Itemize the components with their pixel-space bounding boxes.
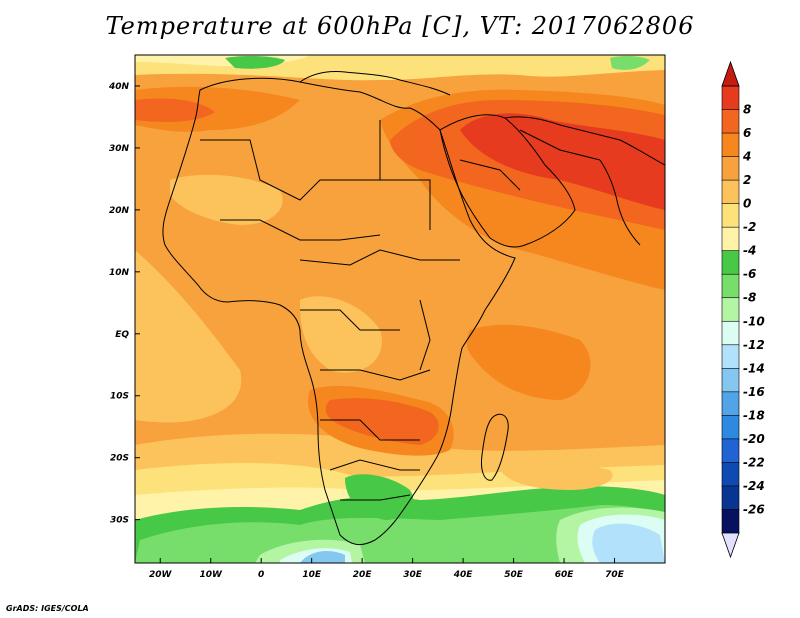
colorbar-label: -2: [743, 220, 756, 234]
colorbar-swatch: [721, 438, 740, 464]
latitude-tick-label: 10S: [110, 392, 129, 402]
field-neg14-neg12: [592, 523, 665, 563]
colorbar-swatch: [721, 509, 740, 534]
colorbar-label: 4: [742, 150, 751, 164]
field-neg6-neg4: [345, 474, 414, 520]
colorbar-label: -26: [743, 502, 765, 516]
field-4-6: [325, 398, 439, 445]
colorbar-swatch: [721, 415, 740, 440]
longitude-tick-label: 40E: [453, 570, 474, 580]
field-north-green: [610, 55, 650, 70]
colorbar-swatch: [721, 462, 740, 487]
colorbar-swatch: [721, 132, 740, 158]
field-0-2: [500, 463, 613, 490]
colorbar-label: -10: [743, 314, 765, 328]
colorbar-swatch: [721, 320, 740, 346]
colorbar-label: -24: [743, 479, 765, 493]
country-border: [519, 129, 601, 161]
persian-gulf-coastline: [504, 116, 665, 166]
colorbar-swatch: [721, 297, 740, 323]
latitude-tick-label: 10N: [109, 268, 130, 278]
colorbar-label: -6: [743, 267, 756, 281]
country-border: [380, 179, 431, 230]
colorbar-label: 6: [743, 126, 751, 140]
colorbar-swatch: [721, 273, 740, 299]
india-coastline: [599, 159, 641, 246]
field-0-2: [170, 174, 283, 225]
colorbar-label: -20: [743, 432, 765, 446]
colorbar-swatch: [721, 250, 740, 276]
colorbar-label: 2: [743, 173, 751, 187]
colorbar-upper-arrow: [721, 60, 740, 87]
colorbar-label: 0: [743, 197, 751, 211]
colorbar-label: -8: [743, 291, 756, 305]
colorbar-swatch: [721, 344, 740, 370]
longitude-tick-label: 50E: [504, 570, 524, 580]
country-border: [299, 249, 460, 266]
colorbar-lower-arrow: [721, 532, 740, 559]
longitude-tick-label: 10W: [199, 570, 223, 580]
field-2-4: [466, 324, 591, 400]
colorbar-swatch: [721, 156, 740, 181]
colorbar-swatch: [721, 179, 740, 205]
field-north-green: [225, 55, 285, 69]
country-border: [340, 494, 411, 501]
field-4-6: [135, 98, 215, 122]
colorbar-label: -4: [743, 244, 756, 258]
field-0-2: [300, 296, 382, 373]
grads-credit: GrADS: IGES/COLA: [6, 604, 89, 613]
latitude-tick-label: EQ: [115, 330, 129, 340]
colorbar-label: -18: [743, 408, 765, 422]
africa-coastline: [162, 77, 516, 546]
longitude-tick-label: 70E: [605, 570, 625, 580]
map-title: Temperature at 600hPa [C], VT: 201706280…: [105, 12, 695, 40]
latitude-tick-label: 30S: [110, 516, 129, 526]
field-6-8: [460, 113, 665, 210]
latitude-tick-label: 30N: [109, 144, 130, 154]
longitude-tick-label: 60E: [555, 570, 575, 580]
colorbar-swatch: [721, 485, 740, 511]
colorbar-label: -12: [743, 338, 765, 352]
field-0-2: [135, 250, 242, 423]
longitude-tick-label: 20W: [149, 570, 173, 580]
madagascar-coastline: [481, 413, 509, 481]
colorbar-swatch: [721, 203, 740, 228]
latitude-tick-label: 40N: [108, 82, 130, 92]
colorbar-swatch: [721, 391, 740, 417]
country-border: [300, 309, 400, 331]
longitude-tick-label: 10E: [302, 570, 322, 580]
map-plot-area: [135, 55, 665, 563]
colorbar-label: 8: [743, 103, 751, 117]
country-border: [320, 369, 431, 381]
longitude-tick-label: 0: [258, 570, 264, 580]
longitude-tick-label: 20E: [353, 570, 373, 580]
coastline-and-borders: [162, 71, 665, 546]
map-axis-ticks: 20W 10W 0 10E 20E 30E 40E 50E 60E 70E 40N 30N 20N 10N…: [108, 82, 625, 580]
country-border: [220, 219, 381, 241]
country-border: [419, 299, 431, 371]
colorbar-swatch: [721, 226, 740, 252]
colorbar-label: -14: [743, 361, 765, 375]
longitude-tick-label: 30E: [403, 570, 423, 580]
colorbar-label: -22: [743, 455, 765, 469]
temperature-colorbar: 8 6 4 2 0 -2 -4 -6 -8 -10 -12 -14 -16 -18 -20 -22 -24 -26: [721, 60, 765, 559]
field-neg8-neg6: [135, 505, 665, 563]
colorbar-swatch: [721, 368, 740, 393]
latitude-tick-label: 20S: [110, 454, 129, 464]
colorbar-swatch: [721, 85, 740, 111]
latitude-tick-label: 20N: [109, 206, 130, 216]
colorbar-swatch: [721, 109, 740, 134]
country-border: [459, 159, 521, 191]
country-border: [320, 419, 420, 441]
colorbar-label: -16: [743, 385, 765, 399]
mediterranean-coastline: [299, 71, 451, 96]
map-frame: [134, 54, 666, 564]
country-border: [329, 459, 420, 471]
